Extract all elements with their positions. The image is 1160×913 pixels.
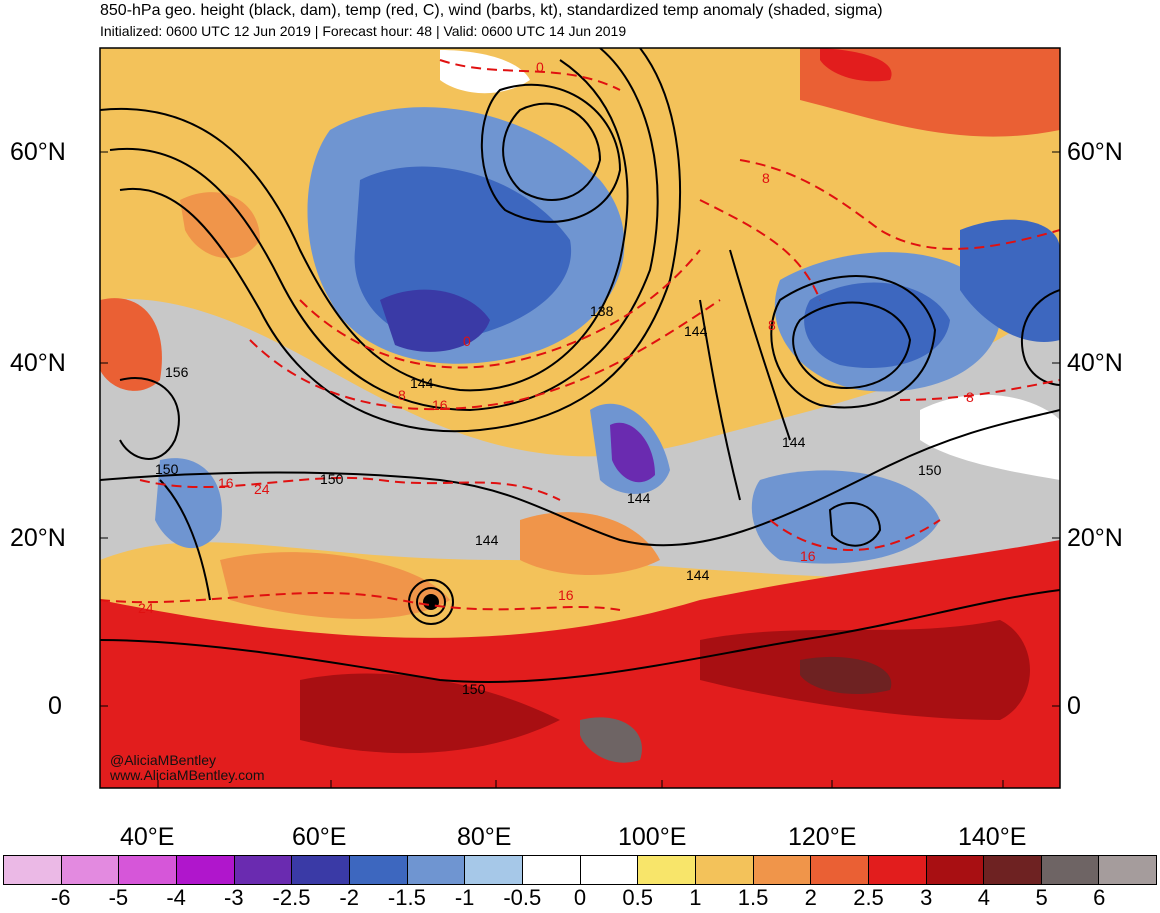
colorbar-box	[1099, 856, 1157, 884]
temp-label: 24	[138, 600, 154, 616]
lon-label: 40°E	[120, 823, 175, 851]
colorbar-label: -5	[108, 885, 129, 910]
height-label: 144	[475, 532, 499, 548]
height-label: 144	[782, 434, 806, 450]
temp-label: 16	[800, 548, 816, 564]
temp-label: 8	[768, 317, 776, 333]
map-frame	[99, 47, 1061, 789]
height-label: 150	[462, 681, 486, 697]
height-label: 144	[684, 323, 708, 339]
temp-label: 8	[966, 389, 974, 405]
temp-label: 8	[398, 387, 406, 403]
colorbar-label: -2	[339, 885, 359, 910]
colorbar-box	[292, 856, 350, 884]
colorbar-box	[407, 856, 466, 884]
temp-label: 0	[536, 59, 544, 75]
colorbar-label: 5	[1035, 885, 1048, 910]
temp-label: 16	[558, 587, 574, 603]
lat-label-left: 60°N	[10, 138, 66, 166]
axis-ticks	[100, 151, 1060, 788]
colorbar-label: -1	[454, 885, 475, 910]
colorbar-labels: -6 -5 -4 -3 -2.5 -2 -1.5 -1 -0.5 0 0.5 1 1.5 2 2.5 3 4 5 6	[0, 885, 1160, 913]
height-label: 138	[590, 303, 614, 319]
chart-title: 850-hPa geo. height (black, dam), temp (…	[100, 2, 883, 19]
colorbar-box	[349, 856, 408, 884]
colorbar-box	[465, 856, 523, 884]
colorbar-label: 0.5	[622, 885, 653, 910]
colorbar-label: -3	[224, 885, 244, 910]
colorbar-label: 1	[689, 885, 702, 910]
lat-label-left: 0	[48, 692, 62, 720]
colorbar-box	[868, 856, 927, 884]
colorbar-box	[695, 856, 754, 884]
credit-site: www.AliciaMBentley.com	[110, 767, 265, 783]
height-labels: 156 150 144 138 144 144 150 144 144 150 …	[155, 303, 942, 697]
colorbar-box	[61, 856, 120, 884]
height-contours	[100, 48, 1060, 683]
temp-label: 0	[463, 333, 471, 349]
lon-label: 140°E	[958, 823, 1027, 851]
chart-subtitle: Initialized: 0600 UTC 12 Jun 2019 | Fore…	[100, 23, 627, 39]
lat-label-right: 20°N	[1067, 524, 1123, 552]
temp-label: 16	[218, 475, 234, 491]
colorbar-box	[638, 856, 696, 884]
colorbar-label: -4	[166, 885, 186, 910]
colorbar-box	[580, 856, 639, 884]
colorbar-label: -6	[50, 885, 71, 910]
lon-label: 80°E	[457, 823, 512, 851]
lat-label-right: 60°N	[1067, 138, 1123, 166]
lat-label-right: 0	[1067, 692, 1081, 720]
colorbar-label: 6	[1093, 885, 1106, 910]
anomaly-shading	[100, 48, 1060, 788]
lat-label-left: 40°N	[10, 349, 66, 377]
temp-label: 24	[254, 481, 270, 497]
colorbar-label: 2.5	[853, 885, 884, 910]
lon-label: 120°E	[788, 823, 857, 851]
lon-label: 60°E	[292, 823, 347, 851]
credit-handle: @AliciaMBentley	[110, 752, 217, 768]
lat-label-left: 20°N	[10, 524, 66, 552]
colorbar-box	[1041, 856, 1100, 884]
colorbar-box	[753, 856, 812, 884]
colorbar-box	[811, 856, 869, 884]
height-label: 144	[410, 375, 434, 391]
colorbar-box	[176, 856, 235, 884]
colorbar-box	[926, 856, 985, 884]
colorbar-box	[119, 856, 177, 884]
colorbar-label: -1.5	[387, 885, 426, 910]
colorbar-box	[4, 856, 62, 884]
colorbar-label: -2.5	[272, 885, 311, 910]
height-label: 156	[165, 364, 189, 380]
temp-label: 16	[432, 397, 448, 413]
height-label: 150	[918, 462, 942, 478]
colorbar-label: 1.5	[737, 885, 769, 910]
colorbar-label: 2	[804, 885, 817, 910]
anomaly-colorbar	[3, 855, 1157, 885]
colorbar-box	[522, 856, 581, 884]
colorbar-label: -0.5	[503, 885, 542, 910]
temp-label: 8	[762, 170, 770, 186]
height-label: 144	[686, 567, 710, 583]
colorbar-label: 4	[977, 885, 991, 910]
lon-label: 100°E	[618, 823, 687, 851]
temp-contours	[100, 59, 1060, 611]
lat-label-right: 40°N	[1067, 349, 1123, 377]
height-label: 150	[155, 461, 179, 477]
colorbar-label: 3	[920, 885, 933, 910]
colorbar-label: 0	[573, 885, 587, 910]
colorbar-box	[234, 856, 293, 884]
colorbar-box	[984, 856, 1042, 884]
height-label: 150	[320, 471, 344, 487]
temp-labels: 0 8 16 24 16 24 16 8 8 16 8 0	[138, 59, 974, 616]
height-label: 144	[627, 490, 651, 506]
